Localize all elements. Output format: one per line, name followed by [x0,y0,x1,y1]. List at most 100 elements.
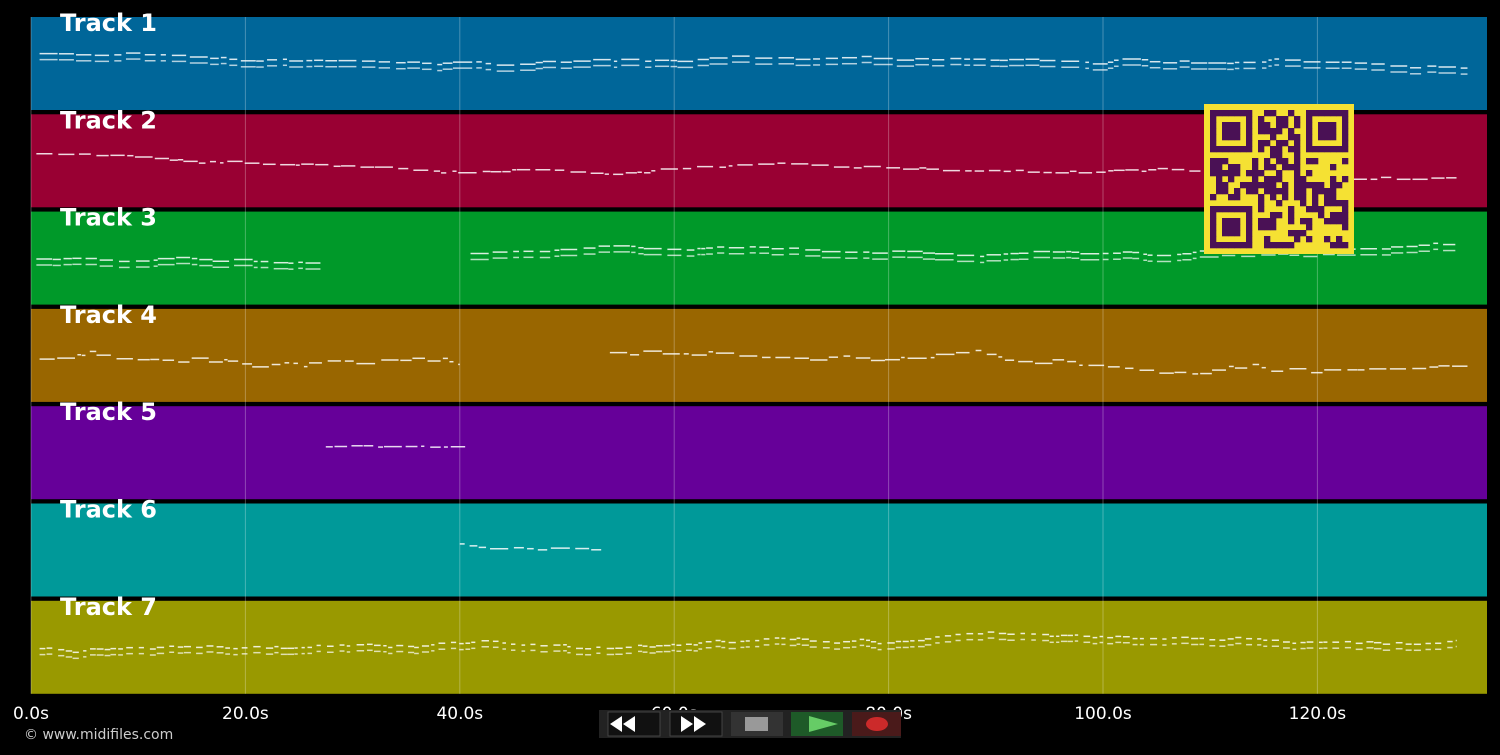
qr-cell [1270,188,1277,195]
tick-label: 100.0s [1074,704,1132,724]
track-name: Track 4 [60,301,157,329]
qr-cell [1324,236,1331,243]
qr-cell [1282,122,1289,129]
qr-cell [1318,206,1325,213]
track-name: Track 6 [60,496,157,524]
qr-cell [1276,158,1283,165]
qr-cell [1222,182,1229,189]
qr-cell [1330,200,1337,207]
qr-cell [1300,188,1307,195]
qr-cell [1234,170,1241,177]
qr-cell [1216,242,1223,249]
qr-cell [1318,182,1325,189]
qr-cell [1210,242,1217,249]
qr-cell [1240,206,1247,213]
qr-cell [1240,182,1247,189]
qr-cell [1246,212,1253,219]
qr-cell [1288,128,1295,135]
qr-cell [1306,146,1313,153]
qr-cell [1210,218,1217,225]
qr-cell [1282,164,1289,171]
qr-cell [1330,212,1337,219]
qr-cell [1276,140,1283,147]
qr-cell [1216,188,1223,195]
qr-cell [1294,164,1301,171]
qr-cell [1264,242,1271,249]
qr-cell [1216,182,1223,189]
qr-cell [1264,236,1271,243]
qr-cell [1222,188,1229,195]
qr-cell [1270,164,1277,171]
qr-cell [1330,110,1337,117]
qr-cell [1246,182,1253,189]
qr-cell [1228,122,1235,129]
qr-cell [1258,116,1265,123]
qr-cell [1228,176,1235,183]
qr-cell [1300,176,1307,183]
qr-cell [1318,122,1325,129]
qr-cell [1294,140,1301,147]
forward-button[interactable] [669,711,723,737]
qr-cell [1252,164,1259,171]
qr-cell [1234,194,1241,201]
qr-cell [1324,188,1331,195]
qr-cell [1306,206,1313,213]
qr-cell [1246,242,1253,249]
qr-cell [1210,110,1217,117]
qr-cell [1216,164,1223,171]
qr-cell [1228,242,1235,249]
qr-cell [1228,224,1235,231]
qr-cell [1282,242,1289,249]
qr-cell [1228,218,1235,225]
qr-cell [1228,134,1235,141]
qr-cell [1270,182,1277,189]
qr-cell [1258,224,1265,231]
qr-cell [1276,176,1283,183]
qr-cell [1324,128,1331,135]
qr-cell [1252,176,1259,183]
qr-cell [1234,146,1241,153]
qr-cell [1342,146,1349,153]
qr-cell [1216,146,1223,153]
qr-cell [1342,206,1349,213]
qr-cell [1330,164,1337,171]
stop-button[interactable] [731,712,783,736]
qr-cell [1342,128,1349,135]
qr-cell [1216,170,1223,177]
qr-cell [1210,158,1217,165]
qr-cell [1330,176,1337,183]
copyright: © www.midifiles.com [24,727,173,743]
rewind-button[interactable] [607,711,661,737]
qr-cell [1246,122,1253,129]
qr-cell [1264,176,1271,183]
qr-cell [1300,200,1307,207]
qr-cell [1258,182,1265,189]
qr-cell [1288,242,1295,249]
qr-cell [1246,206,1253,213]
qr-cell [1264,164,1271,171]
qr-cell [1276,242,1283,249]
record-button[interactable] [852,712,901,736]
qr-cell [1294,170,1301,177]
qr-cell [1210,134,1217,141]
qr-cell [1276,170,1283,177]
qr-cell [1246,134,1253,141]
qr-cell [1270,128,1277,135]
qr-cell [1276,122,1283,129]
qr-cell [1342,176,1349,183]
qr-cell [1306,224,1313,231]
qr-cell [1216,158,1223,165]
qr-cell [1324,134,1331,141]
qr-cell [1270,110,1277,117]
play-button[interactable] [791,712,843,736]
qr-cell [1318,188,1325,195]
qr-cell [1330,146,1337,153]
qr-cell [1234,206,1241,213]
qr-cell [1222,206,1229,213]
notes [36,52,1468,660]
qr-cell [1258,218,1265,225]
track-name: Track 5 [60,398,157,426]
qr-cell [1306,170,1313,177]
qr-cell [1342,242,1349,249]
qr-cell [1330,182,1337,189]
